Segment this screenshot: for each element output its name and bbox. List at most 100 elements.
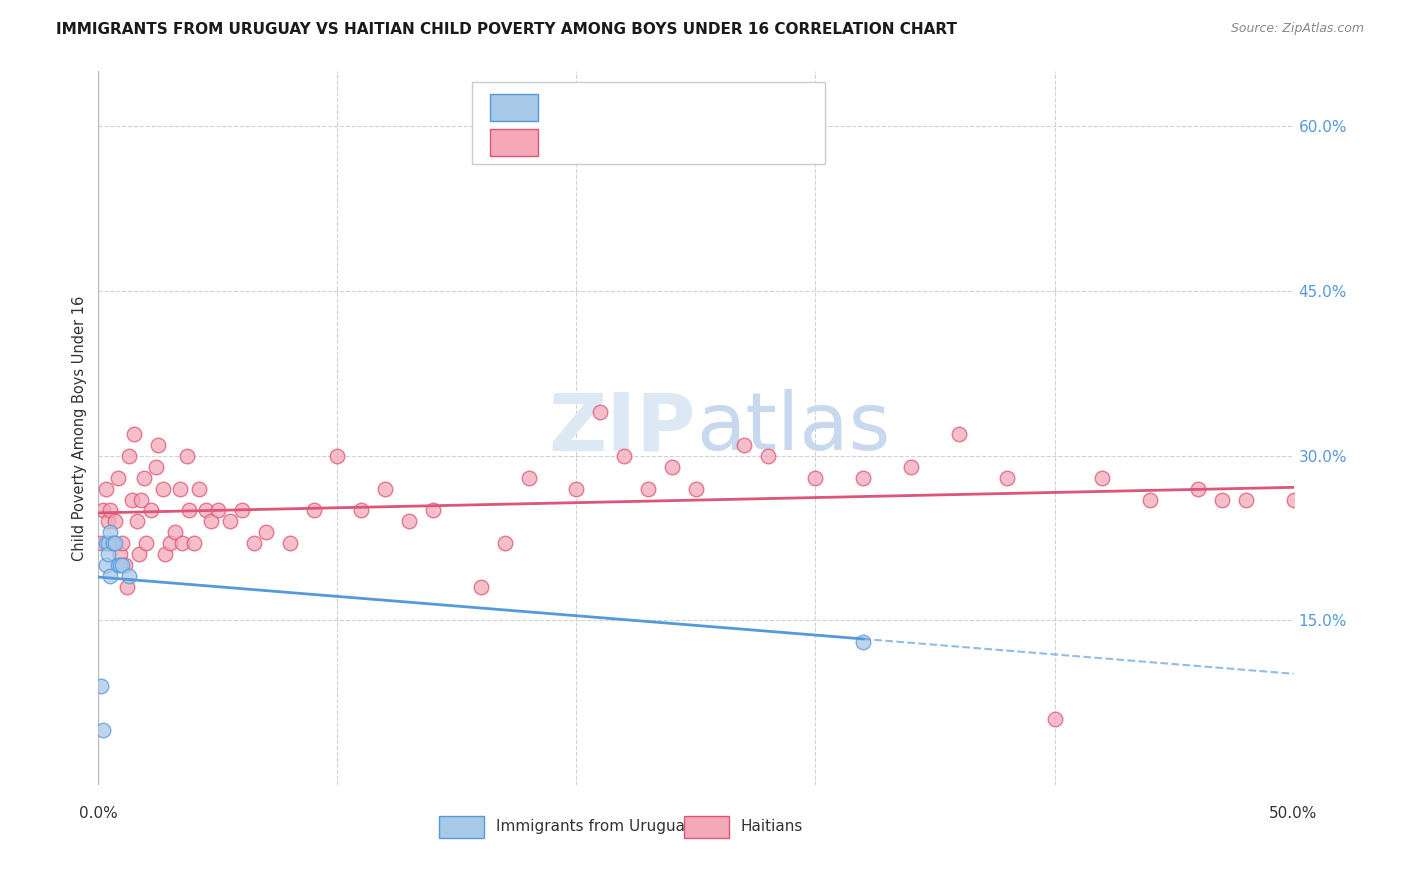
Point [187, 482, 209, 496]
Point [114, 558, 136, 573]
Point [613, 449, 636, 463]
Point [98, 525, 122, 540]
Text: Immigrants from Uruguay: Immigrants from Uruguay [496, 819, 695, 834]
Point [1187, 482, 1209, 496]
Point [135, 536, 157, 550]
Point [139, 503, 162, 517]
Point [98, 503, 122, 517]
Text: Source: ZipAtlas.com: Source: ZipAtlas.com [1230, 22, 1364, 36]
Point [131, 492, 153, 507]
Point [804, 470, 827, 484]
Text: 15: 15 [703, 99, 724, 114]
Point [231, 503, 253, 517]
Point [152, 482, 174, 496]
Text: 70: 70 [703, 135, 724, 149]
Point [101, 536, 124, 550]
Point [195, 503, 218, 517]
Point [148, 437, 170, 451]
Point [494, 536, 516, 550]
Point [422, 503, 444, 517]
Text: IMMIGRANTS FROM URUGUAY VS HAITIAN CHILD POVERTY AMONG BOYS UNDER 16 CORRELATION: IMMIGRANTS FROM URUGUAY VS HAITIAN CHILD… [56, 22, 957, 37]
Point [94, 558, 117, 573]
Point [756, 449, 779, 463]
Point [1139, 492, 1161, 507]
Point [661, 459, 683, 474]
Point [98, 569, 122, 583]
Point [589, 405, 612, 419]
Point [111, 536, 134, 550]
Point [470, 580, 492, 594]
Point [132, 470, 155, 484]
Point [398, 515, 420, 529]
Point [111, 558, 134, 573]
Text: 50.0%: 50.0% [1270, 806, 1317, 822]
Text: R =: R = [550, 135, 583, 149]
Text: N =: N = [664, 135, 697, 149]
Point [97, 536, 120, 550]
Point [302, 503, 325, 517]
Point [374, 482, 396, 496]
Point [121, 492, 143, 507]
Point [176, 449, 198, 463]
Point [118, 569, 141, 583]
Point [948, 426, 970, 441]
Point [900, 459, 922, 474]
Text: ZIP: ZIP [548, 389, 696, 467]
Point [104, 515, 127, 529]
Point [995, 470, 1018, 484]
Point [97, 548, 120, 562]
Point [179, 503, 201, 517]
Point [1234, 492, 1257, 507]
Point [97, 515, 120, 529]
Text: Haitians: Haitians [740, 819, 803, 834]
Point [207, 503, 229, 517]
Text: -0.273: -0.273 [589, 99, 643, 114]
Point [108, 548, 131, 562]
Text: R =: R = [550, 99, 583, 114]
Point [565, 482, 588, 496]
Point [124, 426, 146, 441]
Point [101, 536, 124, 550]
Point [91, 723, 114, 737]
Point [1282, 492, 1305, 507]
Point [94, 482, 117, 496]
Point [172, 536, 194, 550]
FancyBboxPatch shape [491, 94, 538, 121]
FancyBboxPatch shape [472, 82, 825, 164]
Point [1211, 492, 1233, 507]
Point [200, 515, 222, 529]
Text: 0.395: 0.395 [589, 135, 641, 149]
FancyBboxPatch shape [491, 129, 538, 156]
Point [90, 536, 112, 550]
Text: 0.0%: 0.0% [79, 806, 118, 822]
Text: N =: N = [664, 99, 697, 114]
Point [115, 580, 138, 594]
Point [219, 515, 242, 529]
FancyBboxPatch shape [685, 815, 730, 838]
Point [517, 470, 540, 484]
Point [350, 503, 373, 517]
Point [852, 470, 875, 484]
Point [125, 515, 148, 529]
Y-axis label: Child Poverty Among Boys Under 16: Child Poverty Among Boys Under 16 [72, 295, 87, 561]
Point [104, 536, 127, 550]
Point [118, 449, 141, 463]
Point [637, 482, 659, 496]
FancyBboxPatch shape [439, 815, 485, 838]
Point [107, 470, 129, 484]
Point [107, 558, 129, 573]
Point [1043, 712, 1066, 726]
Point [159, 536, 181, 550]
Point [733, 437, 755, 451]
Point [90, 679, 112, 693]
Point [145, 459, 167, 474]
Point [685, 482, 707, 496]
Point [91, 503, 114, 517]
Point [155, 548, 177, 562]
Point [852, 635, 875, 649]
Point [169, 482, 191, 496]
Point [128, 548, 150, 562]
Point [243, 536, 266, 550]
Point [254, 525, 277, 540]
Text: atlas: atlas [696, 389, 890, 467]
